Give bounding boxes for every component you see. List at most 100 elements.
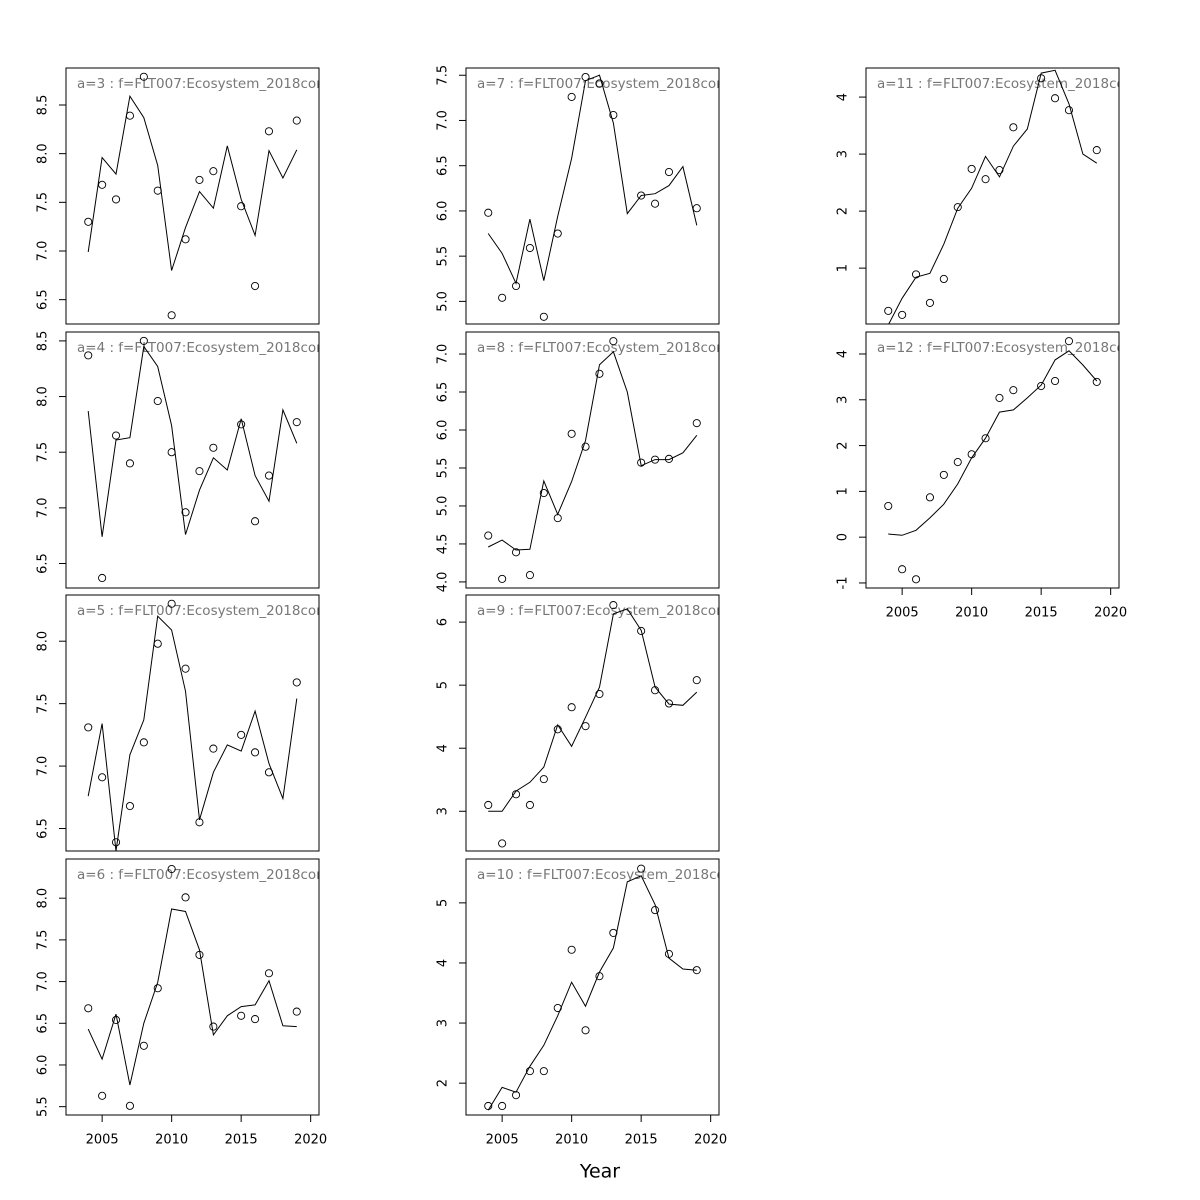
data-point: [153, 396, 162, 406]
data-point: [609, 337, 618, 346]
data-point: [484, 800, 493, 810]
data-point: [1009, 386, 1018, 395]
data-point: [139, 336, 148, 345]
plot-area: a=11 : f=FLT007:Ecosystem_2018cor: [877, 69, 1119, 324]
y-tick-label: 4: [436, 959, 451, 967]
y-tick-label: 3: [436, 807, 451, 815]
data-point: [1064, 106, 1074, 115]
panel-title: a=3 : f=FLT007:Ecosystem_2018cor: [77, 76, 322, 92]
data-point: [595, 369, 604, 378]
panel-title: a=9 : f=FLT007:Ecosystem_2018cor: [477, 603, 722, 619]
data-point: [1092, 377, 1101, 386]
y-tick-label: 0: [836, 533, 851, 541]
data-point: [209, 167, 218, 176]
x-tick-label: 2010: [155, 1133, 188, 1148]
y-tick-label: 8.5: [36, 331, 51, 352]
y-tick-label: 7.5: [36, 693, 51, 714]
data-point: [181, 893, 190, 902]
data-point: [139, 72, 148, 81]
y-tick-label: 7.0: [36, 241, 51, 262]
data-point: [925, 298, 934, 307]
plot-area: a=3 : f=FLT007:Ecosystem_2018cor: [77, 72, 322, 320]
y-tick-label: 8.0: [36, 631, 51, 652]
data-point: [1037, 381, 1046, 391]
panel-frame: [65, 594, 320, 852]
x-tick-label: 2020: [694, 1133, 727, 1148]
data-point: [181, 664, 190, 673]
data-point: [237, 1011, 246, 1020]
panel-title: a=7 : f=FLT007:Ecosystem_2018cor: [477, 76, 722, 92]
y-tick-label: 3: [436, 1019, 451, 1027]
y-tick-label: 8.0: [36, 143, 51, 164]
y-tick-label: 4: [836, 93, 851, 101]
y-tick-label: 6.5: [36, 289, 51, 310]
y-tick-label: 1: [836, 487, 851, 495]
y-tick-label: 4: [836, 350, 851, 358]
data-point: [251, 1015, 260, 1024]
data-point: [692, 419, 701, 428]
data-point: [525, 800, 534, 810]
x-tick-label: 2015: [1025, 606, 1058, 621]
y-tick-label: 7.0: [436, 344, 451, 365]
data-point: [995, 393, 1004, 402]
y-tick-label: 3: [836, 396, 851, 404]
x-tick-label: 2010: [955, 606, 988, 621]
data-point: [1064, 337, 1074, 346]
data-point: [111, 195, 121, 204]
y-tick-label: 6.5: [36, 818, 51, 839]
plot-area: a=10 : f=FLT007:Ecosystem_2018co: [477, 864, 719, 1111]
y-tick-label: 4.0: [436, 572, 451, 593]
panel-frame: [65, 67, 320, 325]
data-point: [125, 459, 134, 468]
data-point: [692, 676, 701, 685]
fitted-line: [487, 74, 698, 285]
data-point: [292, 678, 301, 687]
data-point: [498, 1101, 507, 1111]
data-point: [292, 1007, 301, 1016]
x-tick-label: 2005: [486, 1133, 519, 1148]
x-tick-label: 2015: [625, 1133, 658, 1148]
y-tick-label: 2: [436, 1079, 451, 1087]
data-point: [581, 442, 590, 451]
data-point: [139, 1041, 148, 1050]
panel: a=8 : f=FLT007:Ecosystem_2018cor 4.0 4.5 5.…: [436, 331, 720, 593]
y-tick-label: 7.0: [36, 756, 51, 777]
y-tick-label: 2: [836, 207, 851, 215]
data-point: [98, 1091, 107, 1100]
data-point: [664, 167, 674, 177]
y-tick-label: 5.0: [436, 291, 451, 312]
y-tick-label: 8.0: [36, 888, 51, 909]
panel: a=4 : f=FLT007:Ecosystem_2018cor 6.5 7.0 7.…: [36, 331, 320, 589]
data-point: [153, 984, 162, 993]
fitted-line: [87, 908, 297, 1086]
data-point: [967, 164, 976, 173]
data-point: [264, 969, 274, 978]
y-tick-label: 7.5: [36, 192, 51, 213]
plot-area: a=12 : f=FLT007:Ecosystem_2018cor: [877, 337, 1131, 584]
data-point: [884, 306, 893, 315]
y-tick-label: 7.0: [436, 110, 451, 131]
x-tick-label: 2010: [555, 1133, 588, 1148]
data-point: [484, 208, 493, 217]
data-point: [664, 454, 674, 463]
data-point: [111, 431, 121, 440]
panel-frame: [65, 331, 320, 589]
data-point: [98, 773, 107, 782]
data-point: [139, 738, 148, 747]
data-point: [498, 293, 507, 302]
data-point: [237, 202, 246, 211]
panel-frame: [465, 67, 720, 325]
fitted-line: [487, 875, 697, 1111]
panel: a=11 : f=FLT007:Ecosystem_2018cor 1 2 3 4: [836, 67, 1120, 325]
data-point: [1051, 376, 1060, 386]
data-point: [981, 434, 990, 443]
panel: a=9 : f=FLT007:Ecosystem_2018cor 3 4 5 6: [436, 594, 722, 852]
panel-title: a=12 : f=FLT007:Ecosystem_2018cor: [877, 340, 1131, 356]
plot-area: a=5 : f=FLT007:Ecosystem_2018cor: [77, 599, 319, 851]
panel: a=5 : f=FLT007:Ecosystem_2018cor 6.5 7.0 7.…: [36, 594, 320, 852]
data-point: [195, 467, 204, 476]
panel-frame: [465, 594, 720, 852]
y-tick-label: 8.5: [36, 95, 51, 116]
panel: a=7 : f=FLT007:Ecosystem_2018cor 5.0 5.5 6.…: [436, 65, 722, 325]
data-point: [251, 748, 260, 757]
